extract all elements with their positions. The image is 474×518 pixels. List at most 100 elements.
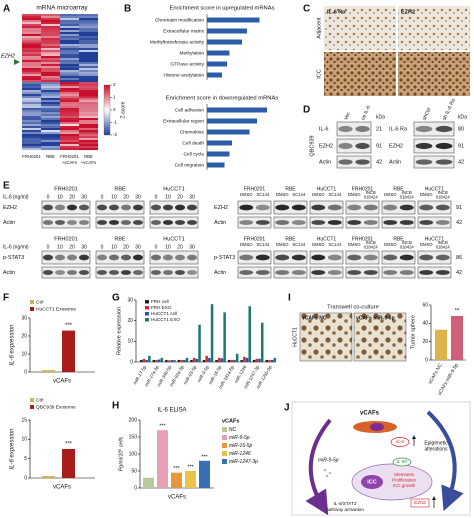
heatmap-cell xyxy=(79,128,98,131)
heatmap-cell xyxy=(79,24,98,27)
bar xyxy=(199,460,210,488)
bar xyxy=(185,357,189,362)
bar xyxy=(233,359,236,362)
zscore-tick-label: 1 xyxy=(113,95,116,100)
band xyxy=(419,220,434,225)
y-axis-label: Relative expression xyxy=(116,307,122,355)
cell-label: RBE xyxy=(393,236,404,242)
blot xyxy=(381,266,416,279)
category-label: Cell adhesion xyxy=(175,107,204,113)
legend-label: NC xyxy=(229,427,237,433)
heatmap-cell xyxy=(60,80,79,83)
heatmap-cell xyxy=(60,120,79,123)
category-label: Cell migration xyxy=(175,162,205,168)
bar xyxy=(160,357,164,362)
label: ICC growth xyxy=(393,483,416,488)
bar xyxy=(190,359,193,362)
ihc-image xyxy=(398,6,470,50)
heatmap-cell xyxy=(41,130,60,133)
heatmap-cell xyxy=(79,40,98,43)
dose-value: 0 xyxy=(101,244,104,250)
heatmap-cell xyxy=(41,62,60,65)
lane-label: DMSO xyxy=(384,242,397,247)
band xyxy=(399,254,414,261)
cell-label: FRH0201 xyxy=(54,186,78,192)
cycle-arrow xyxy=(305,418,332,516)
heatmap-cell xyxy=(79,42,98,45)
lane-label: 018424 xyxy=(436,195,451,200)
heatmap-cell xyxy=(60,78,79,81)
x-axis-label: vCAFs xyxy=(53,379,71,385)
lane-label: 018424 xyxy=(400,245,415,250)
heatmap-cell xyxy=(22,110,41,113)
heatmap-cell xyxy=(79,54,98,57)
band xyxy=(96,220,108,225)
category-label: Extracellular matrix xyxy=(163,28,204,34)
band xyxy=(162,254,174,261)
zscore-bar xyxy=(103,84,111,136)
significance: *** xyxy=(201,454,208,460)
band xyxy=(415,159,433,165)
bar xyxy=(148,355,151,362)
band xyxy=(120,220,132,225)
category-label: Extracellular region xyxy=(163,118,204,124)
image-caption: vCAFs miR-9-5p xyxy=(356,315,395,321)
heatmap-cell xyxy=(22,60,41,63)
heatmap-cell xyxy=(22,68,41,71)
lane-label: 018424 xyxy=(400,195,415,200)
blot xyxy=(95,200,145,215)
kda-label: 42 xyxy=(458,159,464,165)
significance: *** xyxy=(173,466,180,472)
bar xyxy=(62,449,75,478)
blot xyxy=(237,250,272,265)
heatmap-cell xyxy=(22,24,41,27)
heatmap-cell xyxy=(41,60,60,63)
dose-value: 0 xyxy=(101,194,104,200)
caf-nucleus xyxy=(370,423,384,431)
blot xyxy=(309,266,344,279)
zscore-tick-label: 0 xyxy=(113,107,116,112)
heatmap-cell xyxy=(22,102,41,105)
heatmap-cell xyxy=(41,74,60,77)
heatmap-cell xyxy=(79,20,98,23)
heatmap-cell xyxy=(79,110,98,113)
bar xyxy=(140,359,143,362)
kda-label: 91 xyxy=(458,143,464,149)
legend-label: FRH cell xyxy=(151,299,169,304)
blot xyxy=(413,121,455,137)
kda-label: 42 xyxy=(456,220,462,226)
heatmap-cell xyxy=(22,66,41,69)
lane-label: INCB xyxy=(438,240,448,245)
y-tick-label: 10 xyxy=(21,437,27,443)
heatmap-cell xyxy=(79,72,98,75)
heatmap-cell xyxy=(22,80,41,83)
heatmap-cell xyxy=(60,122,79,125)
y-tick-label: 10 xyxy=(127,339,133,345)
band xyxy=(255,254,270,261)
cell-label: RBE xyxy=(393,186,404,192)
cell-label: HuCCT1 xyxy=(425,186,445,192)
y-tick-label: 30 xyxy=(21,315,27,321)
blot xyxy=(336,155,372,169)
heatmap-cell xyxy=(41,132,60,135)
heatmap-cell xyxy=(41,98,60,101)
category-label: GTPase activity xyxy=(170,61,204,67)
blot xyxy=(273,250,308,265)
heatmap-cell xyxy=(60,40,79,43)
heatmap-cell xyxy=(60,140,79,143)
y-tick-label: 0 xyxy=(24,369,27,375)
heatmap-cell xyxy=(22,96,41,99)
heatmap-cell xyxy=(41,42,60,45)
heatmap-cell xyxy=(41,84,60,87)
heatmap-cell xyxy=(60,144,79,147)
band xyxy=(291,204,306,211)
kda-header: kDa xyxy=(458,114,467,120)
heatmap-cell xyxy=(60,32,79,35)
band xyxy=(42,254,54,261)
heatmap-cell xyxy=(22,114,41,117)
band xyxy=(42,220,54,225)
band xyxy=(435,220,450,225)
bar xyxy=(157,430,168,488)
band xyxy=(132,220,144,225)
heatmap-cell xyxy=(41,94,60,97)
